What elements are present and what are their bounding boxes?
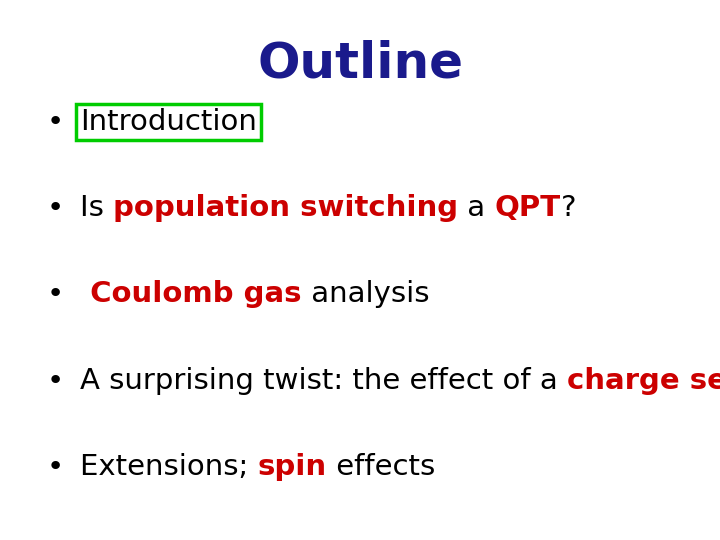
Text: •: • (46, 280, 63, 308)
Text: spin: spin (258, 453, 327, 481)
Text: •: • (46, 367, 63, 395)
Text: •: • (46, 107, 63, 136)
Text: Introduction: Introduction (80, 107, 257, 136)
Text: analysis: analysis (302, 280, 429, 308)
Text: Extensions;: Extensions; (80, 453, 258, 481)
Text: population switching: population switching (113, 194, 458, 222)
Text: QPT: QPT (495, 194, 561, 222)
Text: charge sensor: charge sensor (567, 367, 720, 395)
Text: •: • (46, 194, 63, 222)
Text: Coulomb gas: Coulomb gas (80, 280, 302, 308)
Text: •: • (46, 453, 63, 481)
Text: a: a (458, 194, 495, 222)
Bar (76, 104, 261, 139)
Text: A surprising twist: the effect of a: A surprising twist: the effect of a (80, 367, 567, 395)
Text: ?: ? (561, 194, 576, 222)
Text: Outline: Outline (257, 40, 463, 88)
Text: Is: Is (80, 194, 113, 222)
Text: effects: effects (327, 453, 435, 481)
